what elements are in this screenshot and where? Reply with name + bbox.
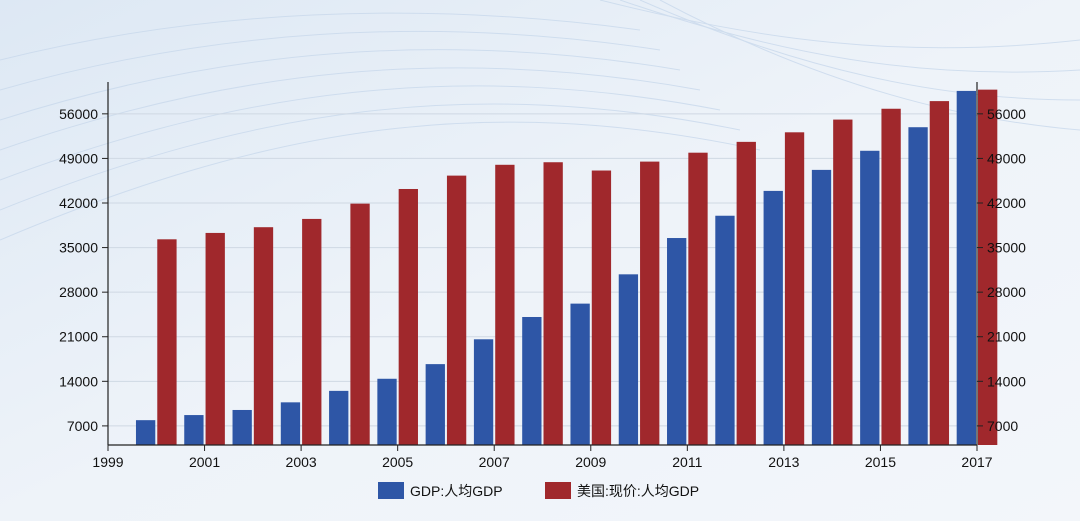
x-tick-label: 2011	[672, 454, 702, 470]
bar-china-2008	[522, 316, 542, 445]
legend-label-china: GDP:人均GDP	[410, 483, 503, 499]
bars	[135, 89, 998, 446]
x-tick-label: 2009	[575, 454, 606, 470]
legend-swatch-china	[378, 482, 404, 499]
bar-china-2000	[135, 420, 156, 445]
y-tick-label-right: 7000	[987, 418, 1018, 434]
y-tick-label-right: 14000	[987, 373, 1026, 389]
bar-usa-2013	[784, 132, 805, 445]
bar-usa-2000	[157, 239, 177, 445]
bar-china-2005	[377, 378, 397, 445]
bar-usa-2015	[881, 108, 901, 445]
bar-china-2010	[618, 274, 639, 445]
bar-china-2014	[811, 169, 832, 445]
bar-usa-2011	[688, 152, 708, 446]
legend: GDP:人均GDP 美国:现价:人均GDP	[378, 482, 699, 499]
bar-china-2012	[715, 215, 735, 445]
bar-usa-2005	[398, 188, 418, 445]
y-tick-label-right: 21000	[987, 329, 1026, 345]
y-tick-label-left: 49000	[59, 150, 98, 166]
x-tick-label: 2013	[768, 454, 799, 470]
bar-china-2003	[280, 402, 301, 445]
bar-china-2009	[570, 303, 590, 445]
bar-usa-2004	[350, 203, 370, 445]
bar-usa-2016	[929, 101, 950, 446]
bar-usa-2003	[302, 218, 322, 445]
bar-usa-2017	[978, 89, 998, 446]
bar-usa-2009	[591, 170, 612, 445]
axes: 7000 7000 14000 14000 21000 21000 28000 28000 35…	[59, 82, 1026, 470]
bar-usa-2008	[543, 162, 563, 445]
y-tick-label-right: 49000	[987, 150, 1026, 166]
bar-usa-2012	[736, 141, 756, 445]
legend-swatch-usa	[545, 482, 571, 499]
bar-china-2011	[667, 238, 687, 445]
y-tick-label-left: 42000	[59, 195, 98, 211]
y-tick-label-right: 42000	[987, 195, 1026, 211]
y-tick-label-left: 7000	[67, 418, 98, 434]
bar-china-2004	[329, 390, 349, 445]
bar-usa-2007	[495, 164, 515, 445]
y-tick-label-right: 56000	[987, 106, 1026, 122]
bar-china-2006	[425, 364, 445, 445]
x-tick-label: 2007	[479, 454, 510, 470]
x-tick-label: 2001	[189, 454, 220, 470]
x-tick-label: 2005	[382, 454, 413, 470]
bar-usa-2006	[446, 175, 467, 445]
y-tick-label-left: 28000	[59, 284, 98, 300]
bar-usa-2010	[640, 161, 660, 445]
bar-china-2007	[473, 339, 494, 445]
y-tick-label-right: 28000	[987, 284, 1026, 300]
y-tick-label-left: 35000	[59, 240, 98, 256]
bar-china-2002	[232, 409, 252, 445]
y-tick-label-left: 21000	[59, 329, 98, 345]
bar-usa-2001	[205, 232, 225, 445]
bar-usa-2002	[253, 227, 274, 445]
y-tick-label-left: 14000	[59, 373, 98, 389]
x-tick-label: 2003	[286, 454, 317, 470]
bar-china-2017	[956, 90, 976, 446]
bar-china-2001	[184, 415, 204, 445]
bar-china-2016	[908, 127, 928, 445]
y-tick-label-right: 35000	[987, 240, 1026, 256]
gridlines	[108, 113, 977, 427]
legend-label-usa: 美国:现价:人均GDP	[577, 483, 699, 499]
y-tick-label-left: 56000	[59, 106, 98, 122]
bar-china-2013	[763, 190, 783, 445]
x-tick-label: 1999	[92, 454, 123, 470]
x-tick-label: 2015	[865, 454, 896, 470]
x-tick-label: 2017	[961, 454, 992, 470]
bar-usa-2014	[833, 119, 853, 446]
bar-china-2015	[860, 150, 880, 446]
